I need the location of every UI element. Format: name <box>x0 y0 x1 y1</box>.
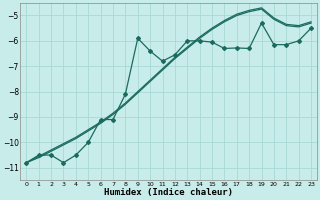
X-axis label: Humidex (Indice chaleur): Humidex (Indice chaleur) <box>104 188 233 197</box>
